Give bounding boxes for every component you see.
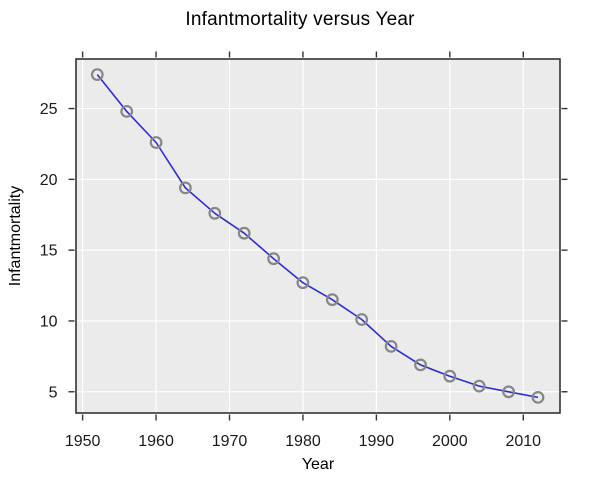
chart-title: Infantmortality versus Year (185, 9, 415, 30)
x-tick-label: 2010 (505, 433, 541, 450)
y-tick-label: 5 (49, 384, 58, 401)
data-point-marker (149, 136, 163, 149)
x-tick-label: 1960 (138, 433, 174, 450)
data-point-marker (355, 313, 369, 326)
data-point-marker (178, 181, 192, 195)
y-tick-label: 25 (40, 101, 58, 118)
data-point-marker (296, 276, 310, 290)
data-point-marker (120, 104, 134, 118)
data-point-marker (472, 379, 486, 393)
y-tick-label: 10 (40, 313, 58, 330)
data-point-marker (502, 385, 516, 399)
data-point-marker (443, 369, 457, 383)
data-point-marker (384, 340, 398, 353)
x-axis-label: Year (301, 456, 335, 473)
data-point-marker (531, 391, 545, 404)
y-tick-label: 20 (40, 172, 58, 189)
data-line (96, 74, 539, 399)
plot-panel-background (76, 59, 560, 413)
y-tick-label: 15 (40, 243, 58, 260)
plot-border (75, 58, 561, 414)
data-point-marker (208, 206, 222, 220)
x-tick-label: 2000 (432, 433, 468, 450)
data-point-marker (90, 68, 104, 81)
data-point-marker (267, 252, 281, 266)
x-tick-label: 1970 (212, 433, 248, 450)
data-point-marker (237, 226, 251, 240)
x-tick-label: 1950 (65, 433, 101, 450)
x-tick-label: 1980 (285, 433, 321, 450)
data-point-marker (414, 358, 427, 372)
data-point-marker (325, 293, 339, 307)
x-tick-label: 1990 (359, 433, 395, 450)
